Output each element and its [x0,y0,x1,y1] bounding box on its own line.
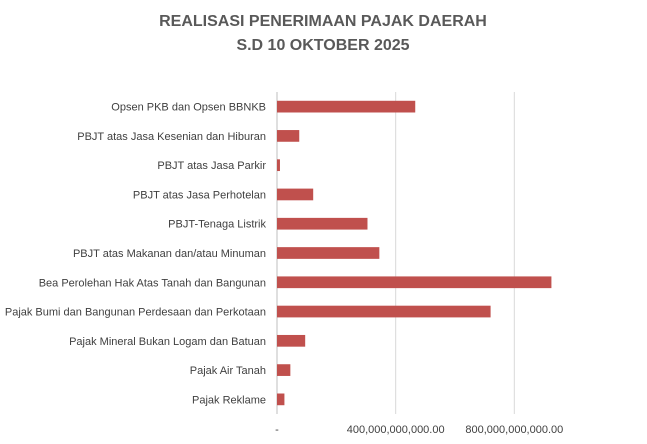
bar-6 [277,276,552,289]
chart-title-line-2: S.D 10 OKTOBER 2025 [236,37,409,54]
category-label-10: Pajak Reklame [192,394,266,406]
bar-4 [277,217,368,230]
category-label-5: PBJT atas Makanan dan/atau Minuman [73,248,266,260]
category-label-3: PBJT atas Jasa Perhotelan [133,189,266,201]
category-label-8: Pajak Mineral Bukan Logam dan Batuan [69,336,266,348]
x-tick-labels: - 400,000,000,000.00 800,000,000,000.00 [275,424,563,436]
bar-5 [277,247,380,259]
category-label-4: PBJT-Tenaga Listrik [168,219,266,231]
x-tick-label-0: - [275,424,279,436]
bar-3 [277,188,314,201]
x-tick-label-2: 800,000,000,000.00 [465,424,563,436]
bars [277,100,552,406]
bar-8 [277,334,306,347]
bar-0 [277,100,416,113]
category-label-0: Opsen PKB dan Opsen BBNKB [111,102,266,114]
category-label-7: Pajak Bumi dan Bangunan Perdesaan dan Pe… [5,307,266,319]
category-label-1: PBJT atas Jasa Kesenian dan Hiburan [77,131,266,143]
bar-1 [277,130,300,142]
x-tick-label-1: 400,000,000,000.00 [347,424,445,436]
bar-2 [277,159,280,172]
bar-7 [277,305,491,318]
category-labels: Opsen PKB dan Opsen BBNKB PBJT atas Jasa … [5,102,267,407]
category-label-6: Bea Perolehan Hak Atas Tanah dan Banguna… [39,277,266,289]
category-label-9: Pajak Air Tanah [190,365,266,377]
bar-10 [277,393,285,406]
category-label-2: PBJT atas Jasa Parkir [157,160,266,172]
bar-9 [277,364,291,376]
chart-title-line-1: REALISASI PENERIMAAN PAJAK DAERAH [159,13,487,30]
